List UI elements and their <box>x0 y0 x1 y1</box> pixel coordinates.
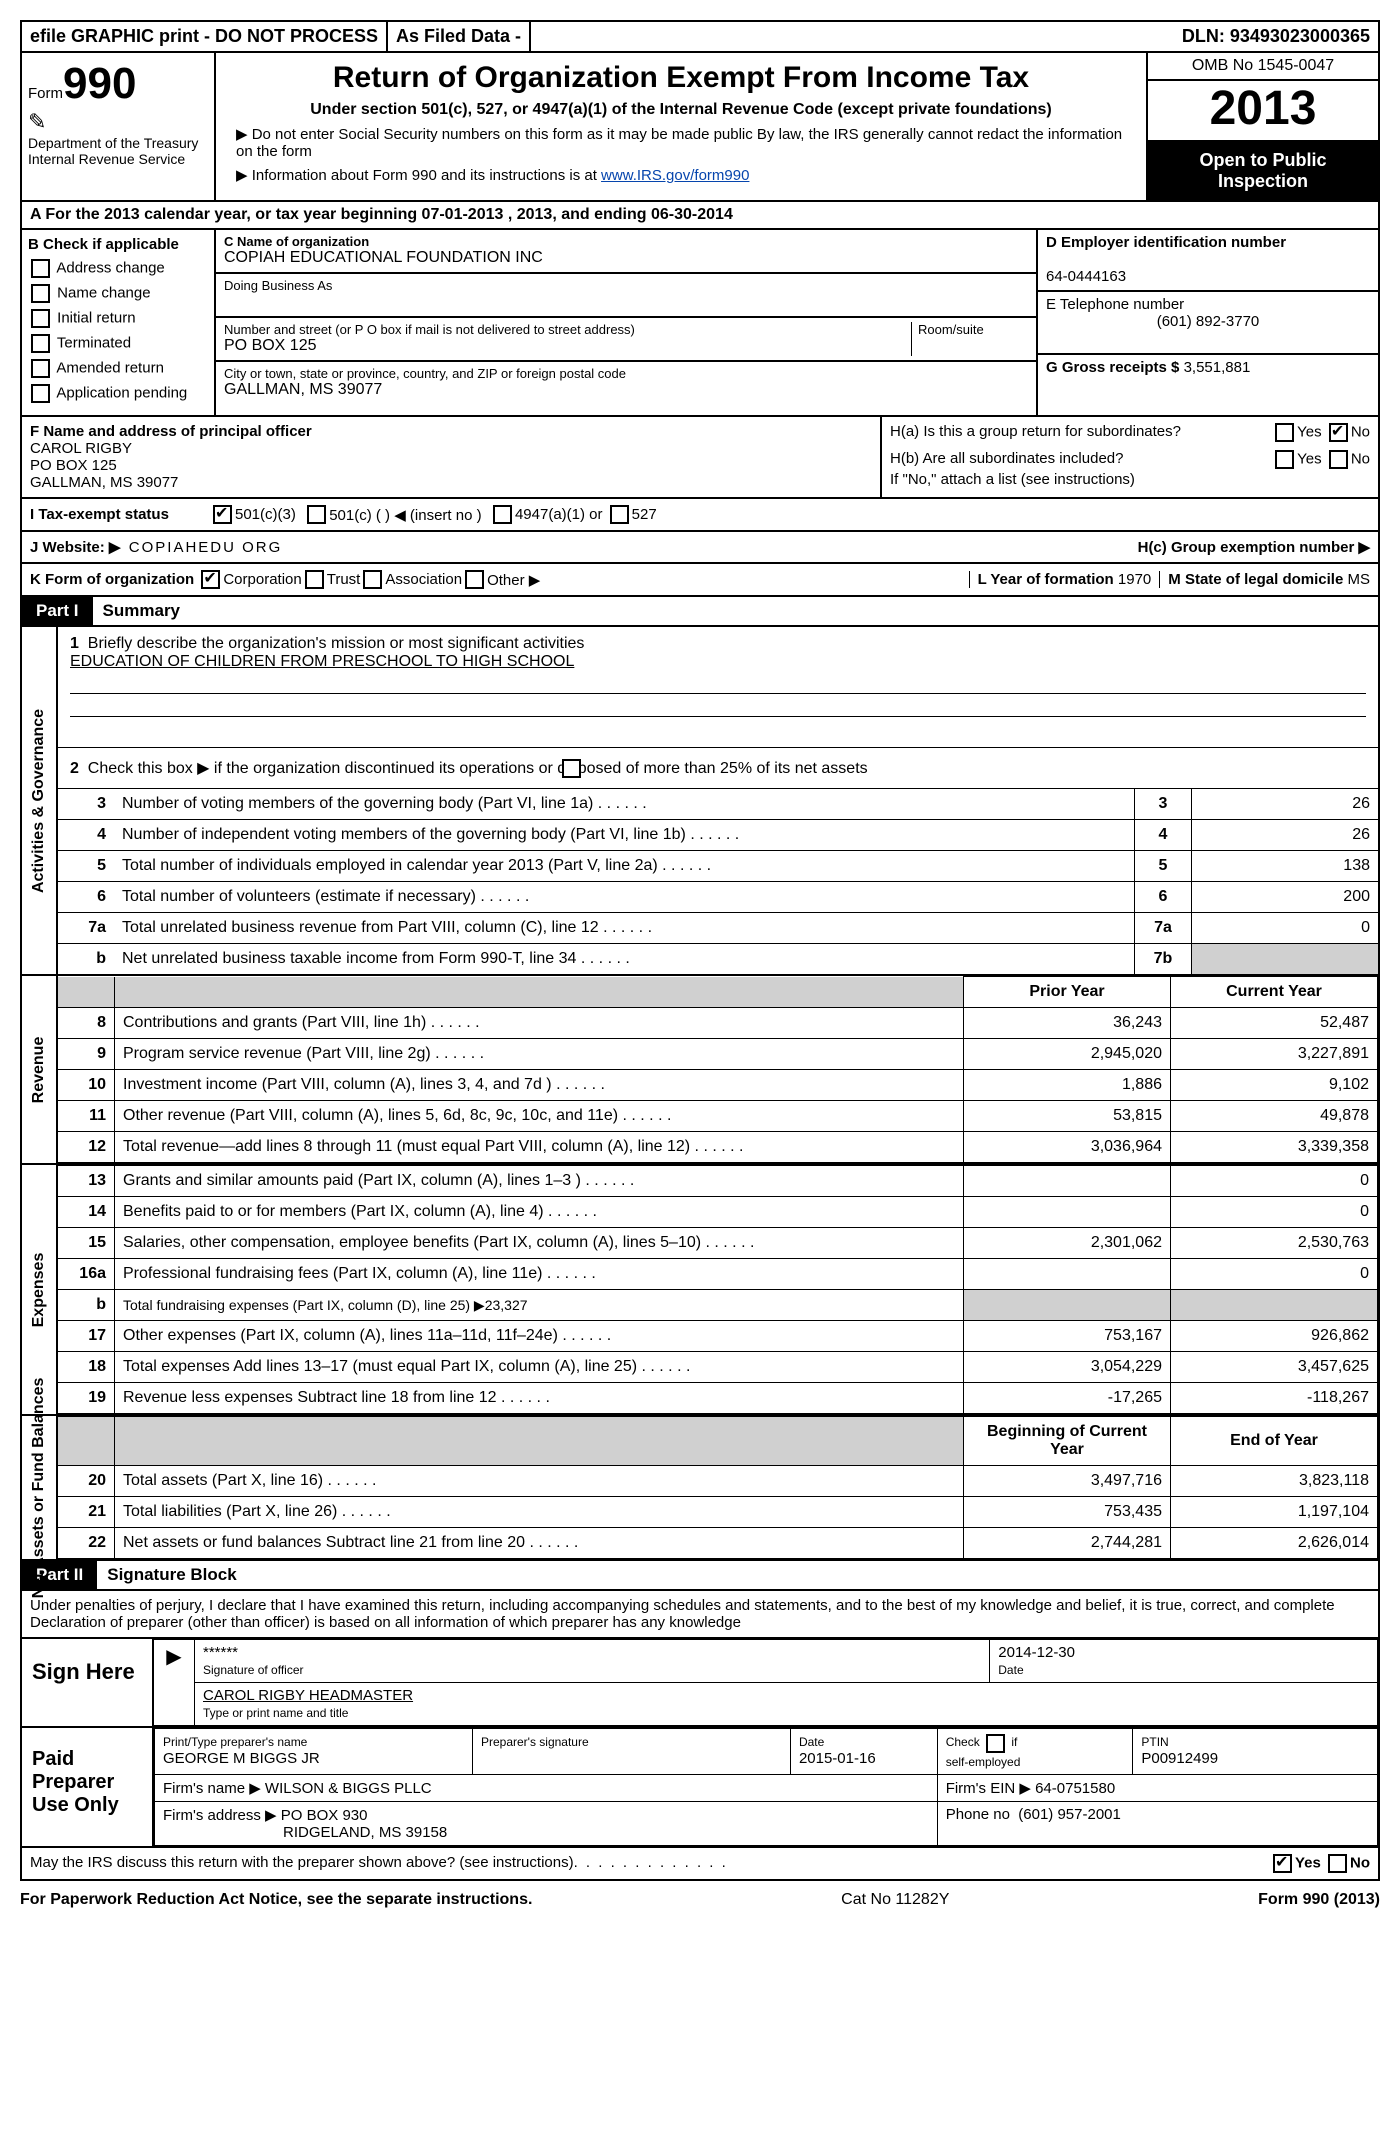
checkbox[interactable] <box>31 359 50 378</box>
section-fh: F Name and address of principal officer … <box>20 417 1380 499</box>
header-left: Form990 ✎ Department of the Treasury Int… <box>22 53 216 200</box>
row-i: I Tax-exempt status 501(c)(3) 501(c) ( )… <box>20 499 1380 532</box>
part1-expenses: Expenses 13Grants and similar amounts pa… <box>20 1165 1380 1416</box>
form-990-page: efile GRAPHIC print - DO NOT PROCESS As … <box>20 20 1380 1909</box>
sign-here-block: Sign Here ▶ ****** Signature of officer … <box>20 1639 1380 1728</box>
org-name: COPIAH EDUCATIONAL FOUNDATION INC <box>224 249 1028 267</box>
row-a-tax-year: A For the 2013 calendar year, or tax yea… <box>20 202 1380 230</box>
open-to-public: Open to Public Inspection <box>1148 142 1378 200</box>
efile-notice: efile GRAPHIC print - DO NOT PROCESS <box>22 22 388 51</box>
expenses-table: 13Grants and similar amounts paid (Part … <box>58 1165 1378 1414</box>
part1-revenue: Revenue Prior YearCurrent Year8Contribut… <box>20 976 1380 1165</box>
checkbox[interactable] <box>31 284 50 303</box>
section-d: D Employer identification number 64-0444… <box>1038 230 1378 415</box>
section-b: B Check if applicable Address change Nam… <box>22 230 216 415</box>
dln: DLN: 93493023000365 <box>1174 22 1378 51</box>
netassets-table: Beginning of Current YearEnd of Year20To… <box>58 1416 1378 1559</box>
form-title: Return of Organization Exempt From Incom… <box>236 61 1126 95</box>
header-mid: Return of Organization Exempt From Incom… <box>216 53 1148 200</box>
part1-netassets: Net Assets or Fund Balances Beginning of… <box>20 1416 1380 1561</box>
header-right: OMB No 1545-0047 2013 Open to Public Ins… <box>1148 53 1378 200</box>
part1-header: Part I Summary <box>20 597 1380 627</box>
section-h: H(a) Is this a group return for subordin… <box>882 417 1378 497</box>
row-j: J Website: ▶ COPIAHEDU ORG H(c) Group ex… <box>20 532 1380 564</box>
checkbox[interactable] <box>31 384 50 403</box>
revenue-table: Prior YearCurrent Year8Contributions and… <box>58 976 1378 1163</box>
governance-table: 3Number of voting members of the governi… <box>58 788 1378 974</box>
top-bar: efile GRAPHIC print - DO NOT PROCESS As … <box>20 20 1380 53</box>
section-c: C Name of organization COPIAH EDUCATIONA… <box>216 230 1038 415</box>
checkbox[interactable] <box>31 334 50 353</box>
perjury-statement: Under penalties of perjury, I declare th… <box>20 1591 1380 1639</box>
section-bcd: B Check if applicable Address change Nam… <box>20 230 1380 417</box>
part2-header: Part II Signature Block <box>20 1561 1380 1591</box>
paid-preparer-block: Paid Preparer Use Only Print/Type prepar… <box>20 1728 1380 1847</box>
checkbox[interactable] <box>31 259 50 278</box>
checkbox[interactable] <box>31 309 50 328</box>
discuss-row: May the IRS discuss this return with the… <box>20 1848 1380 1881</box>
row-k: K Form of organization Corporation Trust… <box>20 564 1380 597</box>
footer: For Paperwork Reduction Act Notice, see … <box>20 1881 1380 1909</box>
irs-link[interactable]: www.IRS.gov/form990 <box>601 167 749 184</box>
section-f: F Name and address of principal officer … <box>22 417 882 497</box>
ein: 64-0444163 <box>1046 268 1126 285</box>
form-header: Form990 ✎ Department of the Treasury Int… <box>20 53 1380 202</box>
as-filed-label: As Filed Data - <box>388 22 531 51</box>
part1-governance: Activities & Governance 1 Briefly descri… <box>20 627 1380 976</box>
tax-year: 2013 <box>1148 81 1378 142</box>
